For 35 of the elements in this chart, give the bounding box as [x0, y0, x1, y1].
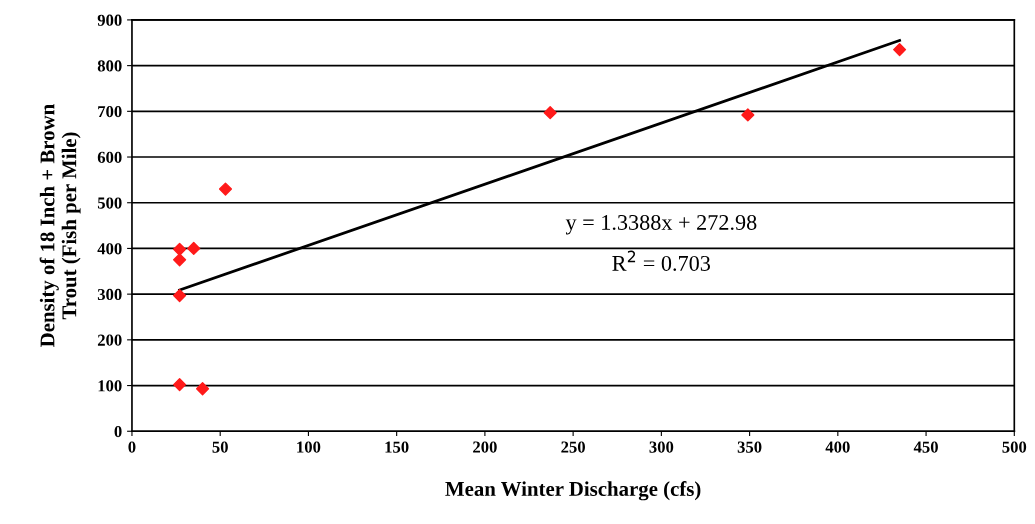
x-tick-label: 50 — [212, 441, 228, 453]
x-tick-label: 300 — [649, 441, 674, 453]
annotation: R$^{2}$ = 0.703 — [612, 250, 711, 271]
y-tick-label: 500 — [97, 197, 122, 209]
point — [195, 382, 210, 396]
y-tick-label: 100 — [98, 380, 122, 392]
annotation: y = 1.3388x + 272.98 — [565, 214, 757, 235]
point — [173, 378, 187, 392]
x-tick-label: 100 — [297, 441, 321, 453]
point — [187, 241, 201, 256]
y-axis-title: Density of 18 Inch + Brown Trout (Fish per Mile) — [39, 104, 81, 348]
point — [173, 288, 187, 303]
point — [173, 253, 187, 267]
y-tick-label: 600 — [97, 151, 122, 163]
x-axis-title: Mean Winter Discharge (cfs) — [445, 481, 701, 501]
y-tick-label: 400 — [97, 243, 122, 255]
y-tick-label: 200 — [97, 334, 122, 346]
x-tick-label: 150 — [385, 441, 409, 453]
x-tick-label: 450 — [913, 441, 938, 453]
x-tick-label: 500 — [1002, 441, 1027, 453]
point — [218, 182, 233, 196]
x-tick-label: 400 — [825, 441, 850, 453]
x-tick-label: 250 — [561, 441, 585, 453]
point — [173, 242, 187, 256]
y-tick-label: 700 — [98, 106, 122, 118]
x-tick-label: 350 — [737, 441, 762, 453]
x-tick-label: 0 — [128, 441, 136, 453]
y-tick-label: 900 — [97, 14, 122, 26]
point — [543, 106, 557, 120]
y-tick-label: 300 — [97, 288, 122, 301]
y-tick-label: 0 — [114, 425, 122, 438]
x-tick-label: 200 — [473, 441, 497, 453]
point — [741, 108, 755, 122]
y-tick-label: 800 — [97, 60, 122, 72]
point — [893, 43, 907, 57]
